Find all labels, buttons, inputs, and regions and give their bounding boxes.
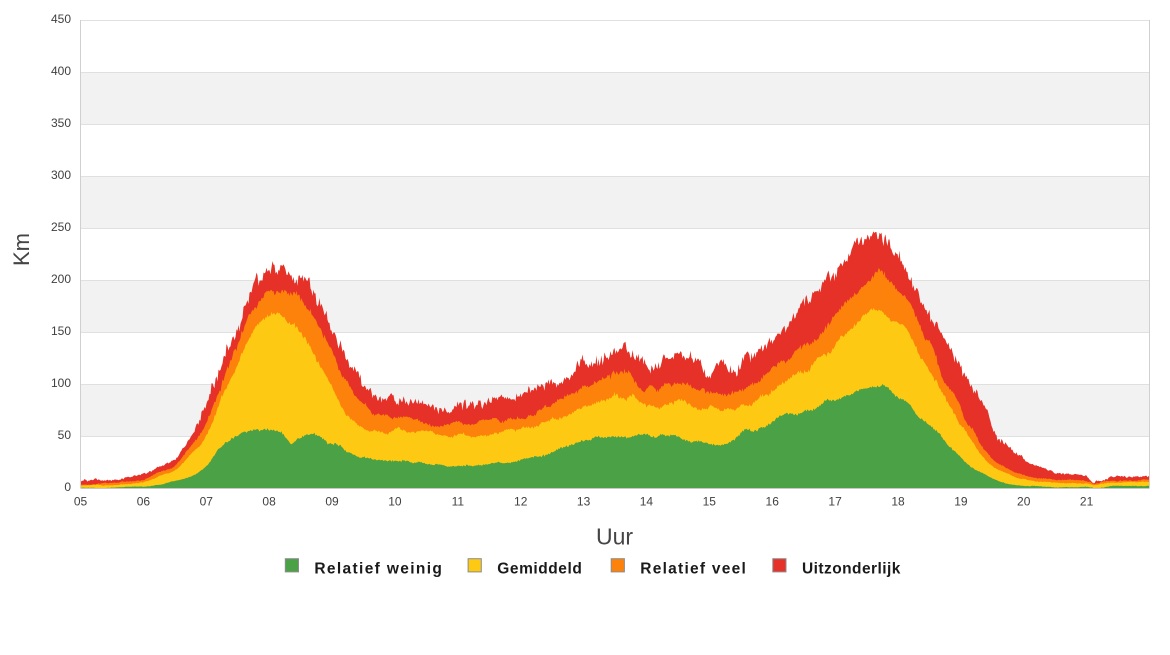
svg-text:100: 100	[51, 376, 71, 390]
svg-text:17: 17	[828, 494, 842, 508]
svg-text:13: 13	[577, 494, 591, 508]
svg-text:400: 400	[51, 64, 71, 78]
svg-text:150: 150	[51, 324, 71, 338]
svg-text:Uur: Uur	[596, 523, 633, 549]
svg-text:19: 19	[954, 494, 968, 508]
svg-text:16: 16	[766, 494, 780, 508]
svg-text:12: 12	[514, 494, 528, 508]
svg-text:14: 14	[640, 494, 654, 508]
svg-text:10: 10	[388, 494, 402, 508]
svg-text:18: 18	[891, 494, 905, 508]
svg-text:09: 09	[325, 494, 339, 508]
svg-text:07: 07	[200, 494, 214, 508]
svg-text:15: 15	[703, 494, 717, 508]
svg-text:05: 05	[74, 494, 88, 508]
svg-text:250: 250	[51, 220, 71, 234]
svg-text:Km: Km	[9, 233, 34, 266]
svg-text:Uitzonderlijk: Uitzonderlijk	[802, 560, 901, 577]
svg-text:Relatief veel: Relatief veel	[640, 560, 747, 577]
svg-text:300: 300	[51, 168, 71, 182]
svg-text:350: 350	[51, 116, 71, 130]
svg-text:06: 06	[137, 494, 151, 508]
svg-text:50: 50	[58, 428, 72, 442]
svg-text:20: 20	[1017, 494, 1031, 508]
svg-text:11: 11	[452, 494, 465, 508]
svg-text:200: 200	[51, 272, 71, 286]
svg-text:0: 0	[64, 480, 71, 494]
svg-text:450: 450	[51, 12, 71, 26]
svg-text:Relatief weinig: Relatief weinig	[314, 560, 443, 577]
svg-text:21: 21	[1080, 494, 1094, 508]
svg-text:08: 08	[262, 494, 276, 508]
svg-text:Gemiddeld: Gemiddeld	[497, 560, 582, 577]
